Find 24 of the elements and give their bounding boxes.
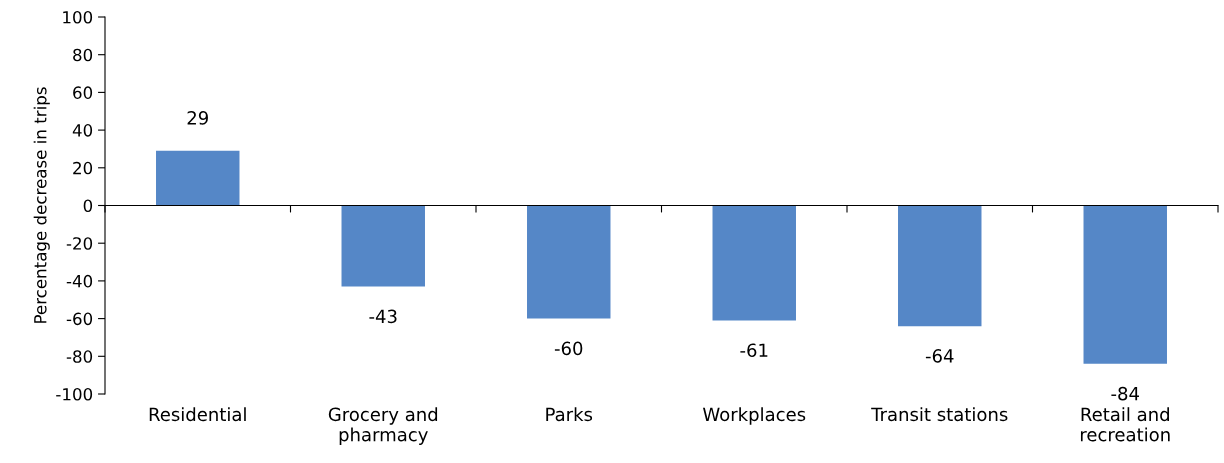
- y-tick-label: 0: [83, 199, 93, 213]
- y-tick-label: -60: [66, 312, 93, 326]
- data-label: -60: [554, 341, 583, 356]
- y-tick-label: 100: [63, 10, 93, 24]
- y-tick-label: 20: [73, 161, 93, 175]
- y-tick-label: 40: [72, 124, 93, 137]
- y-tick-label: -40: [66, 274, 93, 288]
- x-tick-label: Retail and recreation: [1080, 407, 1170, 442]
- data-label: -64: [925, 349, 954, 363]
- x-tick-label: Parks: [546, 407, 593, 422]
- data-label: -43: [369, 309, 397, 324]
- x-tick-label: Grocery and pharmacy: [328, 407, 438, 445]
- x-tick-label: Workplaces: [703, 407, 806, 425]
- data-label: -61: [740, 343, 768, 358]
- data-label: -84: [1111, 386, 1139, 401]
- x-tick-label: Residential: [149, 407, 246, 422]
- y-tick-label: 60: [73, 86, 93, 99]
- data-label: 29: [187, 111, 208, 125]
- y-tick-label: -100: [56, 387, 93, 401]
- y-tick-label: -80: [66, 350, 93, 363]
- y-tick-label: -20: [66, 237, 93, 250]
- x-tick-label: Transit stations: [871, 407, 1008, 422]
- y-axis-title: Percentage decrease in trips: [33, 87, 50, 323]
- y-tick-label: 80: [73, 48, 93, 62]
